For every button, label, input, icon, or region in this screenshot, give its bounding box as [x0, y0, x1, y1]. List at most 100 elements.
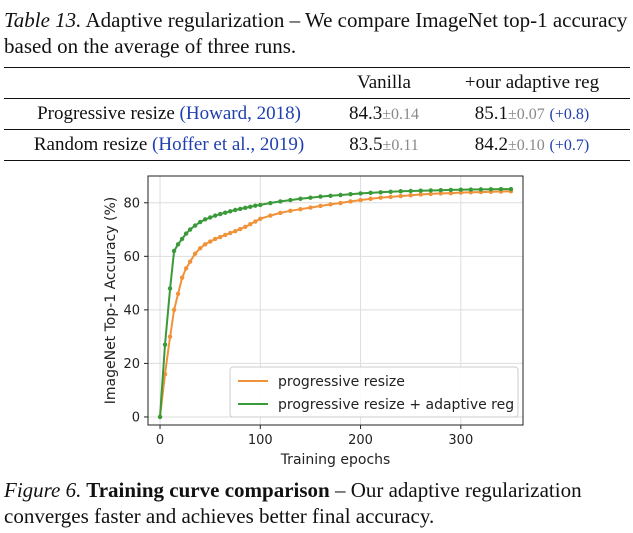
method-cell: Progressive resize (Howard, 2018): [4, 99, 334, 130]
series-2-point: [212, 213, 218, 218]
series-2-point: [179, 236, 185, 242]
series-2-point: [468, 187, 474, 192]
x-tick-label: 0: [156, 433, 164, 448]
table-header-row: Vanilla +our adaptive reg: [4, 67, 630, 99]
series-1-point: [338, 200, 343, 206]
series-2-point: [418, 188, 423, 193]
series-1-point: [418, 192, 423, 197]
series-2-point: [448, 187, 454, 193]
legend-box: [229, 366, 519, 418]
x-tick-label: 100: [248, 433, 273, 448]
table-row: Random resize (Hoffer et al., 2019) 83.5…: [4, 130, 630, 161]
series-2-point: [197, 219, 203, 225]
series-2-point: [207, 215, 213, 220]
series-1-point: [268, 213, 273, 218]
vanilla-cell: 84.3±0.14: [334, 99, 434, 130]
table-caption-text: Adaptive regularization – We compare Ima…: [4, 8, 628, 58]
ours-std: ±0.10: [508, 137, 545, 154]
series-2-point: [233, 207, 238, 213]
series-1-point: [388, 194, 393, 200]
series-2-point: [478, 187, 484, 192]
series-1-point: [228, 230, 233, 236]
ours-cell: 84.2±0.10 (+0.7): [434, 130, 630, 161]
y-tick-label: 20: [123, 357, 140, 372]
series-2-point: [508, 186, 514, 192]
vanilla-cell: 83.5±0.11: [334, 130, 434, 161]
series-1-point: [298, 207, 303, 212]
series-2-point: [498, 186, 504, 192]
plot-frame: [147, 175, 524, 426]
series-1-point: [248, 221, 253, 227]
series-1-point: [233, 228, 238, 234]
series-2-point: [183, 231, 189, 236]
series-1-point: [358, 197, 363, 203]
legend-entry: progressive resize + adaptive reg: [278, 397, 514, 413]
series-2-point: [338, 192, 343, 198]
series-1-point: [212, 236, 218, 242]
series-2-point: [187, 227, 193, 232]
series-1-point: [192, 251, 198, 256]
series-1-point: [207, 239, 213, 244]
y-tick-label: 0: [132, 410, 140, 425]
series-1-point: [428, 191, 433, 197]
x-axis-label: Training epochs: [280, 452, 391, 468]
series-2-point: [398, 189, 403, 194]
series-2-point: [223, 210, 228, 215]
series-1-point: [378, 195, 383, 200]
series-2-point: [378, 190, 383, 195]
series-2-point: [217, 211, 223, 217]
series-2-point: [388, 189, 393, 194]
method-name: Progressive resize: [37, 103, 180, 124]
table-row: Progressive resize (Howard, 2018) 84.3±0…: [4, 99, 630, 130]
series-2-point: [428, 188, 433, 193]
series-1-point: [179, 275, 185, 280]
series-2-point: [202, 217, 208, 222]
series-1-point: [175, 291, 181, 297]
series-1-point: [171, 307, 177, 313]
legend-entry: progressive resize: [278, 374, 405, 390]
vanilla-value: 84.3: [348, 103, 383, 124]
x-tick-label: 300: [448, 433, 473, 448]
series-1-point: [328, 202, 333, 207]
series-2-point: [288, 197, 293, 203]
series-2-point: [278, 199, 283, 204]
header-vanilla: Vanilla: [357, 72, 411, 93]
series-1-point: [448, 190, 454, 196]
series-1-point: [278, 210, 283, 216]
series-1-point: [167, 334, 173, 339]
series-1-point: [368, 196, 373, 201]
series-2-point: [268, 200, 273, 206]
series-1-point: [398, 193, 403, 199]
vanilla-std: ±0.14: [382, 106, 420, 123]
series-2-point: [238, 206, 243, 212]
x-tick-label: 200: [348, 433, 373, 448]
series-1-point: [348, 199, 353, 204]
series-2-point: [248, 204, 253, 209]
series-2-point: [162, 342, 168, 347]
series-1-point: [408, 193, 413, 198]
series-2-point: [258, 202, 263, 208]
series-2-point: [157, 414, 163, 420]
gain-value: (+0.7): [549, 137, 590, 154]
series-2-point: [253, 203, 258, 208]
ours-std: ±0.07: [508, 106, 545, 123]
series-2-point: [167, 286, 173, 291]
series-2-point: [358, 191, 363, 196]
y-tick-label: 40: [123, 303, 140, 318]
figure-caption: Figure 6. Training curve comparison – Ou…: [4, 477, 630, 529]
vanilla-value: 83.5: [349, 134, 383, 155]
series-2-point: [171, 248, 177, 254]
series-2-point: [458, 187, 464, 192]
citation-link[interactable]: (Howard, 2018): [179, 103, 301, 124]
vanilla-std: ±0.11: [382, 137, 419, 154]
y-tick-label: 60: [123, 250, 140, 265]
series-2-point: [298, 196, 303, 201]
series-1-point: [217, 234, 223, 240]
figure-caption-label: Figure 6.: [4, 478, 82, 502]
series-1-point: [258, 216, 263, 222]
series-2-point: [243, 205, 248, 211]
citation-link[interactable]: (Hoffer et al., 2019): [152, 134, 305, 155]
y-tick-label: 80: [123, 196, 140, 211]
series-2-point: [488, 187, 494, 192]
